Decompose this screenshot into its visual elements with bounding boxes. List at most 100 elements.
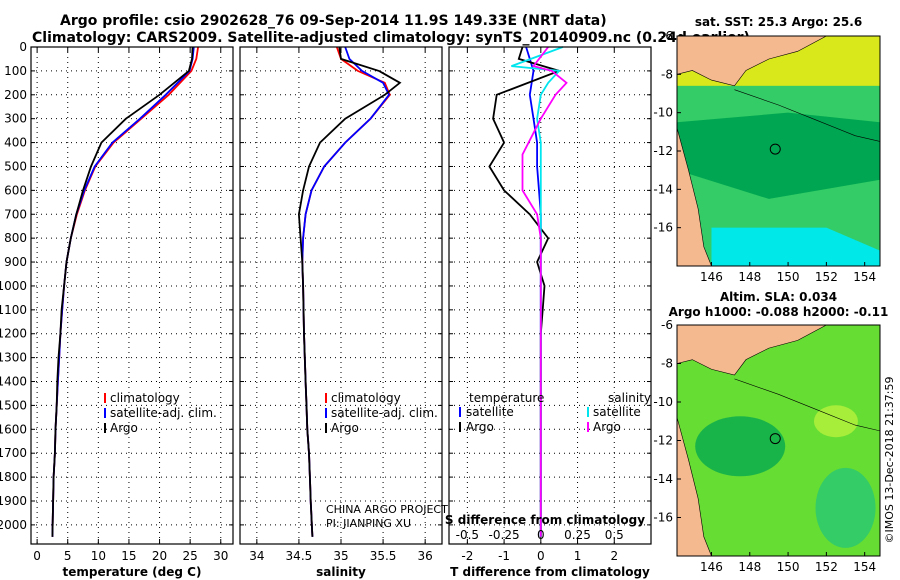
x-tick-label: 34.5 — [286, 549, 313, 563]
y-tick-label: 1800 — [0, 470, 27, 484]
y-tick-label: 100 — [4, 64, 27, 78]
y-tick-label: 500 — [4, 159, 27, 173]
map-title-sla-2: Argo h1000: -0.088 h2000: -0.11 — [669, 305, 889, 319]
x-tick-label: -1 — [498, 549, 510, 563]
y-tick-label: 700 — [4, 207, 27, 221]
map-y-tick-label: -6 — [661, 29, 673, 43]
secondary-tick-label: 0.25 — [564, 528, 591, 542]
figure-title-line1: Argo profile: csio 2902628_76 09-Sep-201… — [60, 13, 607, 29]
y-tick-label: 1900 — [0, 494, 27, 508]
deep-band — [677, 112, 880, 199]
y-tick-label: 600 — [4, 183, 27, 197]
x-axis-label: salinity — [316, 565, 366, 579]
map-y-tick-label: -14 — [653, 182, 673, 196]
legend-label: satellite — [593, 405, 641, 419]
y-tick-label: 800 — [4, 231, 27, 245]
series-line — [488, 46, 563, 537]
x-tick-label: 1 — [574, 549, 582, 563]
y-tick-label: 1300 — [0, 351, 27, 365]
map-sla_map: 146 148 150 152 154 -6 -8 -10 -12 -14 -16 Altim. SL… — [653, 290, 888, 574]
x-tick-label: 25 — [183, 549, 198, 563]
y-tick-label: 1500 — [0, 398, 27, 412]
x-tick-label: 35 — [333, 549, 348, 563]
map-x-tick-label: 150 — [777, 560, 800, 574]
y-tick-label: 200 — [4, 88, 27, 102]
sla-low — [695, 416, 786, 477]
map-sst_map: 146 148 150 152 154 -6 -8 -10 -12 -14 -16 sat. SST:… — [653, 15, 881, 284]
y-tick-label: 1000 — [0, 279, 27, 293]
map-y-tick-label: -6 — [661, 318, 673, 332]
land-australia — [677, 127, 712, 266]
series-line — [521, 46, 568, 537]
y-tick-label: 900 — [4, 255, 27, 269]
y-tick-label: 1400 — [0, 375, 27, 389]
map-field — [677, 36, 880, 266]
series-line — [525, 46, 542, 537]
map-title-sla-1: Altim. SLA: 0.034 — [720, 290, 837, 304]
y-tick-label: 1100 — [0, 303, 27, 317]
legend-label: Argo — [331, 421, 359, 435]
legend-label: climatology — [110, 391, 180, 405]
map-y-tick-label: -10 — [653, 106, 673, 120]
series-line — [51, 46, 194, 537]
y-tick-label: 400 — [4, 136, 27, 150]
map-x-tick-label: 146 — [700, 560, 723, 574]
map-x-tick-label: 152 — [815, 560, 838, 574]
map-x-tick-label: 148 — [738, 270, 761, 284]
project-note-line1: CHINA ARGO PROJECT — [326, 503, 448, 516]
sla-mid — [815, 467, 876, 548]
map-x-tick-label: 152 — [815, 270, 838, 284]
map-y-tick-label: -12 — [653, 144, 673, 158]
argo-location-marker — [769, 143, 781, 155]
island-chain — [734, 378, 880, 432]
x-tick-label: 20 — [152, 549, 167, 563]
land-australia — [677, 417, 712, 556]
legend-label: satellite-adj. clim. — [331, 406, 438, 420]
series-line — [301, 46, 391, 537]
secondary-tick-label: -0.25 — [489, 528, 520, 542]
y-tick-label: 2000 — [0, 518, 27, 532]
y-tick-label: 1200 — [0, 327, 27, 341]
x-tick-label: -2 — [461, 549, 473, 563]
panel-frame — [30, 46, 234, 545]
x-tick-label: 35.5 — [370, 549, 397, 563]
legend-title-salinity: salinity — [608, 391, 651, 405]
legend-label: Argo — [593, 420, 621, 434]
legend-label: Argo — [110, 421, 138, 435]
panel-frame — [448, 46, 652, 545]
x-tick-label: 15 — [121, 549, 136, 563]
map-y-tick-label: -10 — [653, 395, 673, 409]
x-tick-label: 34 — [249, 549, 264, 563]
secondary-tick-label: 0.5 — [605, 528, 624, 542]
map-x-tick-label: 154 — [853, 560, 876, 574]
x-axis-label: T difference from climatology — [450, 565, 650, 579]
legend-label: climatology — [331, 391, 401, 405]
land-new-guinea — [677, 36, 827, 87]
secondary-tick-label: -0.5 — [456, 528, 479, 542]
legend-label: satellite — [466, 405, 514, 419]
argo-location-marker — [769, 433, 781, 445]
x-tick-label: 5 — [64, 549, 72, 563]
map-y-tick-label: -8 — [661, 67, 673, 81]
credit-stamp: ©IMOS 13-Dec-2018 21:37:59 — [883, 377, 896, 544]
legend-title-temperature: temperature — [469, 391, 544, 405]
project-note-line2: PI: JIANPING XU — [326, 517, 411, 530]
x-tick-label: 30 — [213, 549, 228, 563]
map-y-tick-label: -14 — [653, 472, 673, 486]
legend-label: satellite-adj. clim. — [110, 406, 217, 420]
secondary-tick-label: 0 — [537, 528, 545, 542]
map-x-tick-label: 154 — [853, 270, 876, 284]
panel-difference: -2 -1 0 1 2 T difference from climatology temp… — [445, 46, 652, 579]
secondary-axis-label: S difference from climatology — [445, 513, 645, 527]
x-tick-label: 36 — [418, 549, 433, 563]
map-y-tick-label: -12 — [653, 434, 673, 448]
cool-patch — [711, 227, 880, 266]
map-field — [677, 325, 880, 556]
map-y-tick-label: -16 — [653, 221, 673, 235]
series-line — [511, 46, 564, 537]
x-tick-label: 0 — [33, 549, 41, 563]
x-tick-label: 10 — [91, 549, 106, 563]
map-x-tick-label: 146 — [700, 270, 723, 284]
legend-label: Argo — [466, 420, 494, 434]
